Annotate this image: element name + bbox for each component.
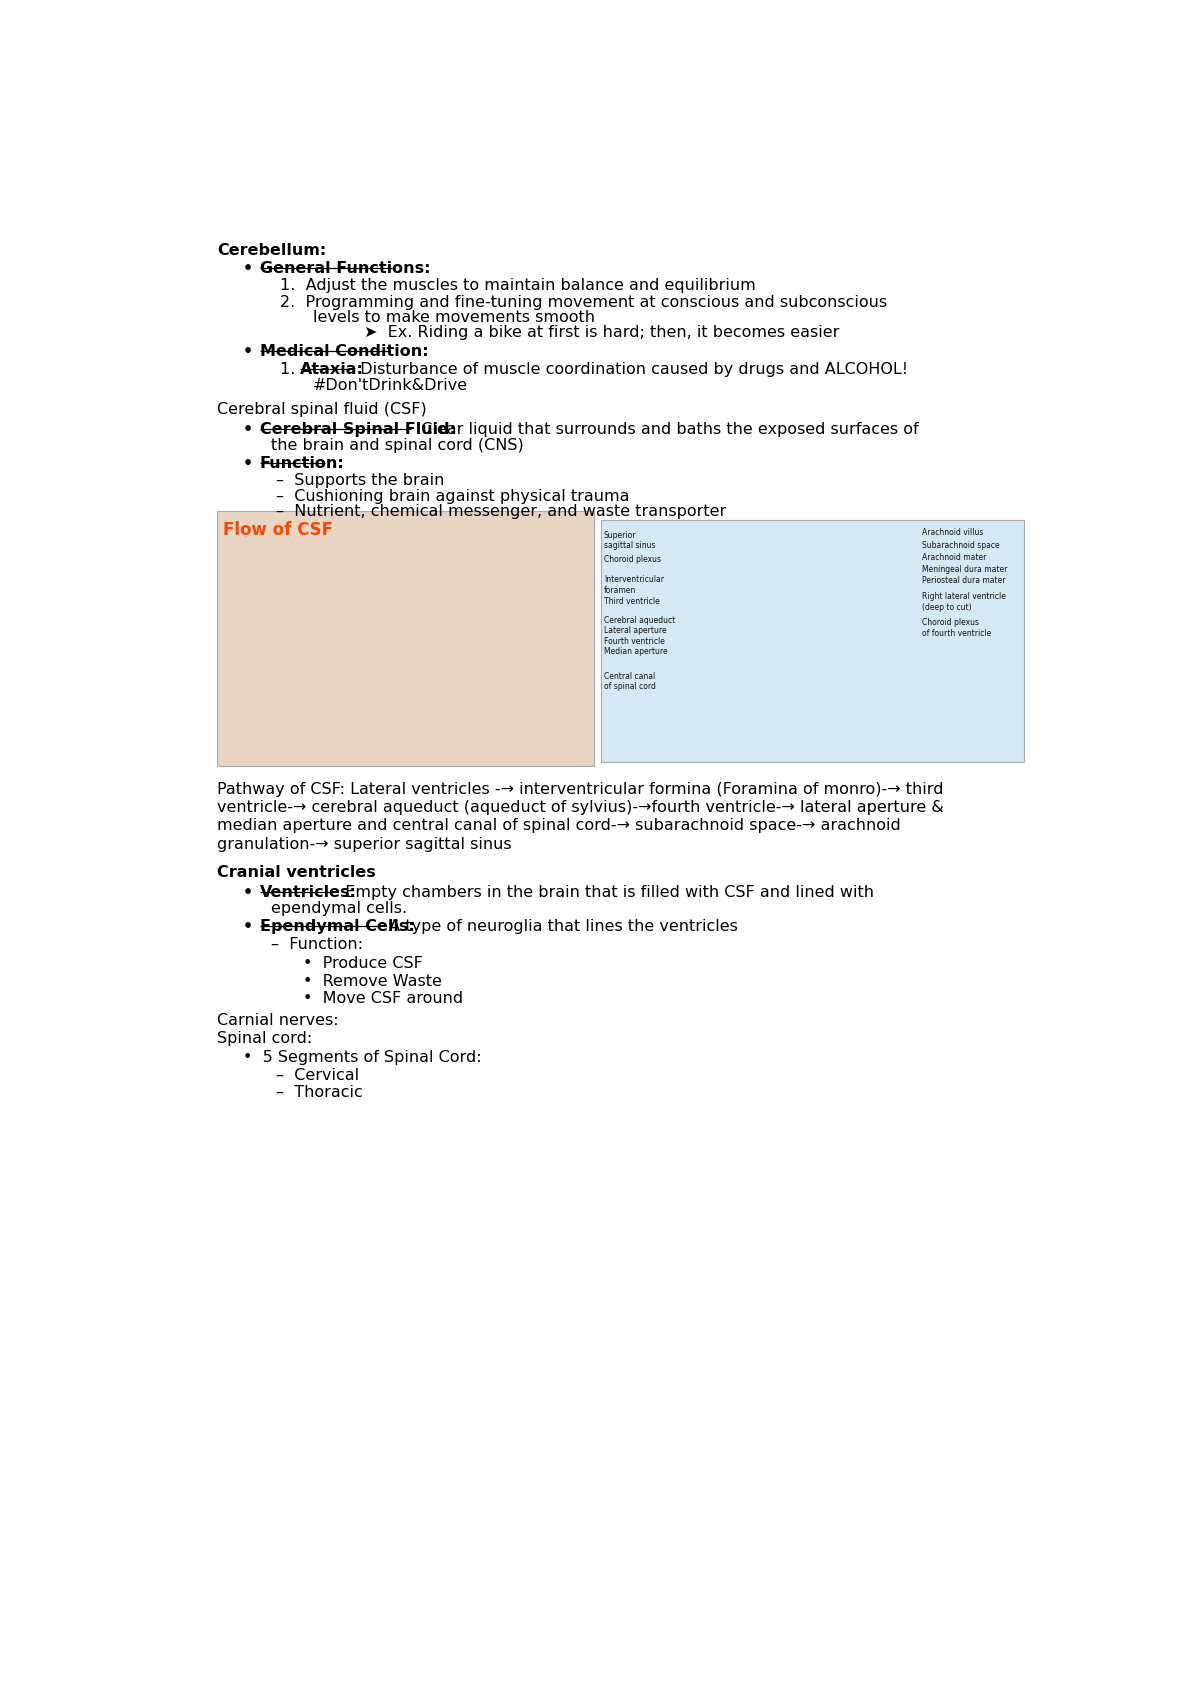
Text: Third ventricle: Third ventricle bbox=[604, 598, 660, 606]
Text: –  Function:: – Function: bbox=[271, 937, 362, 953]
Text: Lateral aperture: Lateral aperture bbox=[604, 627, 666, 635]
Text: median aperture and central canal of spinal cord-→ subarachnoid space-→ arachnoi: median aperture and central canal of spi… bbox=[217, 818, 901, 834]
Text: Superior: Superior bbox=[604, 530, 636, 540]
Text: Ventricles:: Ventricles: bbox=[259, 885, 356, 900]
Text: Central canal: Central canal bbox=[604, 672, 655, 681]
Text: 1.: 1. bbox=[281, 362, 306, 377]
Text: (deep to cut): (deep to cut) bbox=[922, 603, 972, 611]
Text: General Functions:: General Functions: bbox=[259, 261, 430, 277]
Text: Cerebral spinal fluid (CSF): Cerebral spinal fluid (CSF) bbox=[217, 402, 427, 418]
Text: Ependymal Cells:: Ependymal Cells: bbox=[259, 919, 414, 934]
Text: –  Nutrient, chemical messenger, and waste transporter: – Nutrient, chemical messenger, and wast… bbox=[276, 504, 726, 520]
Text: •: • bbox=[242, 343, 264, 358]
Text: –  Cushioning brain against physical trauma: – Cushioning brain against physical trau… bbox=[276, 489, 629, 504]
Text: Arachnoid villus: Arachnoid villus bbox=[922, 528, 983, 537]
Text: Subarachnoid space: Subarachnoid space bbox=[922, 542, 1000, 550]
Text: Cerebellum:: Cerebellum: bbox=[217, 243, 326, 258]
Text: 1.: 1. bbox=[281, 362, 306, 377]
Bar bbox=[217, 511, 594, 766]
Text: •: • bbox=[242, 885, 264, 900]
Text: Choroid plexus: Choroid plexus bbox=[922, 618, 979, 627]
Text: Clear liquid that surrounds and baths the exposed surfaces of: Clear liquid that surrounds and baths th… bbox=[412, 423, 919, 436]
Text: •: • bbox=[242, 457, 264, 470]
Text: Interventricular: Interventricular bbox=[604, 576, 664, 584]
Text: Ependymal Cells:: Ependymal Cells: bbox=[259, 919, 414, 934]
Text: Empty chambers in the brain that is filled with CSF and lined with: Empty chambers in the brain that is fill… bbox=[335, 885, 874, 900]
Text: ➤  Ex. Riding a bike at first is hard; then, it becomes easier: ➤ Ex. Riding a bike at first is hard; th… bbox=[364, 326, 839, 340]
Text: foramen: foramen bbox=[604, 586, 636, 594]
Text: Fourth ventricle: Fourth ventricle bbox=[604, 637, 665, 645]
Text: Cerebral aqueduct: Cerebral aqueduct bbox=[604, 616, 676, 625]
Text: levels to make movements smooth: levels to make movements smooth bbox=[313, 309, 595, 324]
Text: Cerebral Spinal Fluid:: Cerebral Spinal Fluid: bbox=[259, 423, 456, 436]
Text: •: • bbox=[242, 885, 264, 900]
Text: the brain and spinal cord (CNS): the brain and spinal cord (CNS) bbox=[271, 438, 523, 453]
Text: Spinal cord:: Spinal cord: bbox=[217, 1031, 312, 1046]
Text: Right lateral ventricle: Right lateral ventricle bbox=[922, 593, 1006, 601]
Text: Disturbance of muscle coordination caused by drugs and ALCOHOL!: Disturbance of muscle coordination cause… bbox=[349, 362, 907, 377]
Text: Cerebral Spinal Fluid:: Cerebral Spinal Fluid: bbox=[259, 423, 456, 436]
Text: •: • bbox=[242, 423, 264, 436]
Text: Medical Condition:: Medical Condition: bbox=[259, 343, 428, 358]
Text: Pathway of CSF: Lateral ventricles -→ interventricular formina (Foramina of monr: Pathway of CSF: Lateral ventricles -→ in… bbox=[217, 781, 943, 796]
Text: Median aperture: Median aperture bbox=[604, 647, 667, 655]
Text: •: • bbox=[242, 457, 264, 470]
Text: •  Move CSF around: • Move CSF around bbox=[304, 992, 463, 1005]
Text: Carnial nerves:: Carnial nerves: bbox=[217, 1014, 338, 1027]
Text: Function:: Function: bbox=[259, 457, 344, 470]
Text: 2.  Programming and fine-tuning movement at conscious and subconscious: 2. Programming and fine-tuning movement … bbox=[281, 295, 887, 311]
Text: •  Produce CSF: • Produce CSF bbox=[304, 956, 424, 971]
Text: Meningeal dura mater: Meningeal dura mater bbox=[922, 565, 1007, 574]
Text: General Functions:: General Functions: bbox=[259, 261, 430, 277]
Text: of spinal cord: of spinal cord bbox=[604, 683, 655, 691]
Bar bbox=[601, 520, 1024, 762]
Text: Flow of CSF: Flow of CSF bbox=[222, 521, 332, 540]
Text: Medical Condition:: Medical Condition: bbox=[259, 343, 428, 358]
Text: Periosteal dura mater: Periosteal dura mater bbox=[922, 576, 1006, 586]
Text: •  5 Segments of Spinal Cord:: • 5 Segments of Spinal Cord: bbox=[242, 1049, 481, 1065]
Text: •: • bbox=[242, 261, 264, 277]
Text: –  Supports the brain: – Supports the brain bbox=[276, 474, 444, 487]
Text: of fourth ventricle: of fourth ventricle bbox=[922, 628, 991, 638]
Text: Choroid plexus: Choroid plexus bbox=[604, 555, 661, 564]
Text: #Don'tDrink&Drive: #Don'tDrink&Drive bbox=[313, 377, 468, 392]
Text: •: • bbox=[242, 919, 264, 934]
Text: •  Remove Waste: • Remove Waste bbox=[304, 975, 443, 988]
Text: •: • bbox=[242, 343, 264, 358]
Text: Function:: Function: bbox=[259, 457, 344, 470]
Text: –  Cervical: – Cervical bbox=[276, 1068, 359, 1083]
Text: Ataxia:: Ataxia: bbox=[300, 362, 364, 377]
Text: •: • bbox=[242, 919, 264, 934]
Text: sagittal sinus: sagittal sinus bbox=[604, 542, 655, 550]
Text: ventricle-→ cerebral aqueduct (aqueduct of sylvius)-→fourth ventricle-→ lateral : ventricle-→ cerebral aqueduct (aqueduct … bbox=[217, 800, 944, 815]
Text: ependymal cells.: ependymal cells. bbox=[271, 900, 407, 915]
Text: Ataxia:: Ataxia: bbox=[300, 362, 364, 377]
Text: –  Thoracic: – Thoracic bbox=[276, 1085, 362, 1100]
Text: Cranial ventricles: Cranial ventricles bbox=[217, 866, 376, 880]
Text: Arachnoid mater: Arachnoid mater bbox=[922, 554, 986, 562]
Text: •: • bbox=[242, 423, 264, 436]
Text: Ventricles:: Ventricles: bbox=[259, 885, 356, 900]
Text: A type of neuroglia that lines the ventricles: A type of neuroglia that lines the ventr… bbox=[379, 919, 738, 934]
Text: 1.  Adjust the muscles to maintain balance and equilibrium: 1. Adjust the muscles to maintain balanc… bbox=[281, 278, 756, 294]
Text: •: • bbox=[242, 261, 264, 277]
Text: granulation-→ superior sagittal sinus: granulation-→ superior sagittal sinus bbox=[217, 837, 511, 852]
